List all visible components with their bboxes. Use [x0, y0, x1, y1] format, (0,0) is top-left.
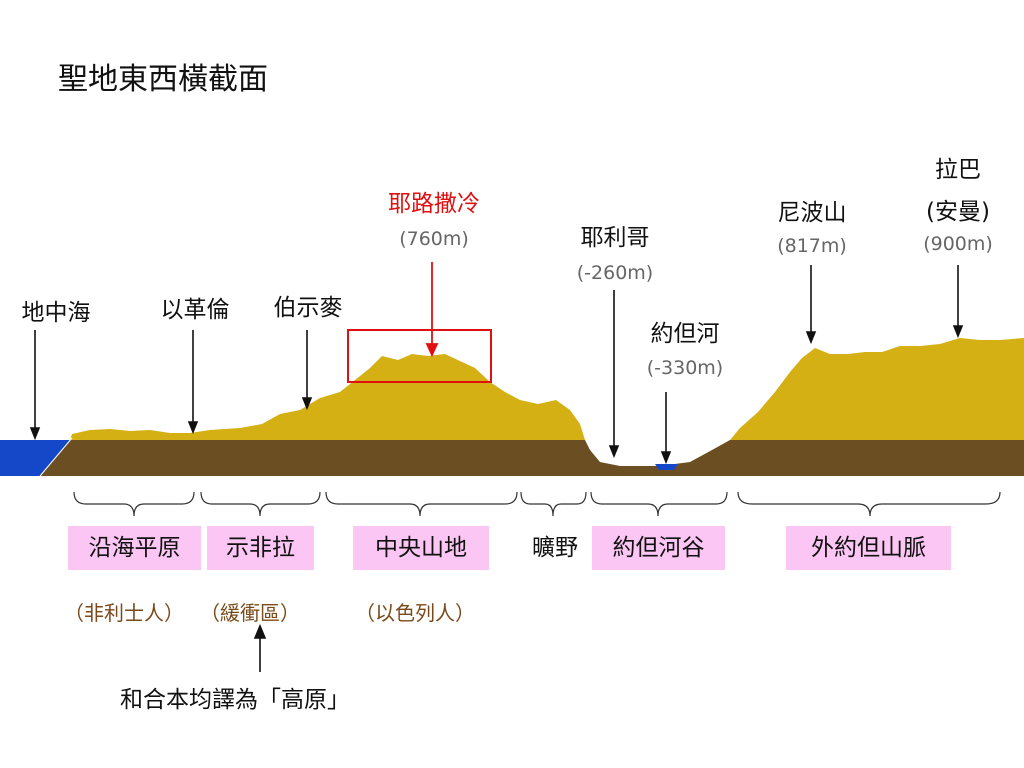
- coastline: [39, 437, 73, 477]
- elevation-mt-nebo: (817m): [777, 235, 847, 257]
- region-wilderness: 曠野: [532, 535, 578, 561]
- region-coastal-plain: 沿海平原: [68, 526, 201, 570]
- elevation-jerusalem: (760m): [399, 228, 469, 250]
- region-shephelah: 示非拉: [207, 526, 314, 570]
- terrain-profile: [70, 338, 1024, 440]
- arrowhead-jericho: [608, 445, 620, 459]
- label-jericho: 耶利哥: [580, 225, 650, 251]
- jerusalem-highlight-box: [347, 329, 492, 383]
- arrowhead-jordan-river: [660, 451, 672, 465]
- region-jordan-valley: 約但河谷: [592, 526, 725, 570]
- people-philistines: （非利士人）: [64, 601, 184, 625]
- page-title: 聖地東西橫截面: [58, 62, 268, 97]
- region-transjordan: 外約但山脈: [786, 526, 951, 570]
- label-jordan-river: 約但河: [650, 321, 720, 347]
- label-rabbah: 拉巴: [935, 157, 981, 183]
- brace-transjordan: [737, 491, 1001, 517]
- label-jerusalem: 耶路撒冷: [388, 191, 480, 217]
- label-rabbah-amman: (安曼): [926, 199, 990, 225]
- arrowhead-beth-shemesh: [301, 397, 313, 411]
- label-lebanon: 以革倫: [160, 297, 230, 323]
- elevation-jericho: (-260m): [576, 262, 654, 284]
- brace-central-highlands: [325, 491, 518, 517]
- brace-shephelah: [200, 491, 321, 517]
- elevation-rabbah: (900m): [923, 233, 993, 255]
- arrowhead-mt-nebo: [805, 331, 817, 345]
- arrowhead-lebanon: [187, 421, 199, 435]
- brace-coastal-plain: [73, 491, 195, 517]
- arrowhead-note: [253, 623, 267, 639]
- people-israelites: （以色列人）: [355, 601, 475, 625]
- ground-base: [40, 440, 1024, 476]
- people-buffer: （緩衝區）: [200, 601, 300, 625]
- arrowhead-mediterranean: [29, 427, 41, 441]
- arrowhead-jerusalem: [425, 343, 439, 358]
- elevation-jordan-river: (-330m): [646, 357, 724, 379]
- region-central-highlands: 中央山地: [353, 526, 489, 570]
- label-mediterranean: 地中海: [21, 300, 91, 326]
- arrowhead-rabbah: [952, 325, 964, 339]
- mediterranean-sea: [0, 440, 70, 476]
- label-beth-shemesh: 伯示麥: [273, 295, 343, 321]
- translation-note: 和合本均譯為「高原」: [120, 687, 350, 713]
- jordan-river-water: [655, 464, 678, 470]
- brace-wilderness: [520, 491, 587, 517]
- label-mt-nebo: 尼波山: [777, 200, 847, 226]
- brace-jordan-valley: [590, 491, 728, 517]
